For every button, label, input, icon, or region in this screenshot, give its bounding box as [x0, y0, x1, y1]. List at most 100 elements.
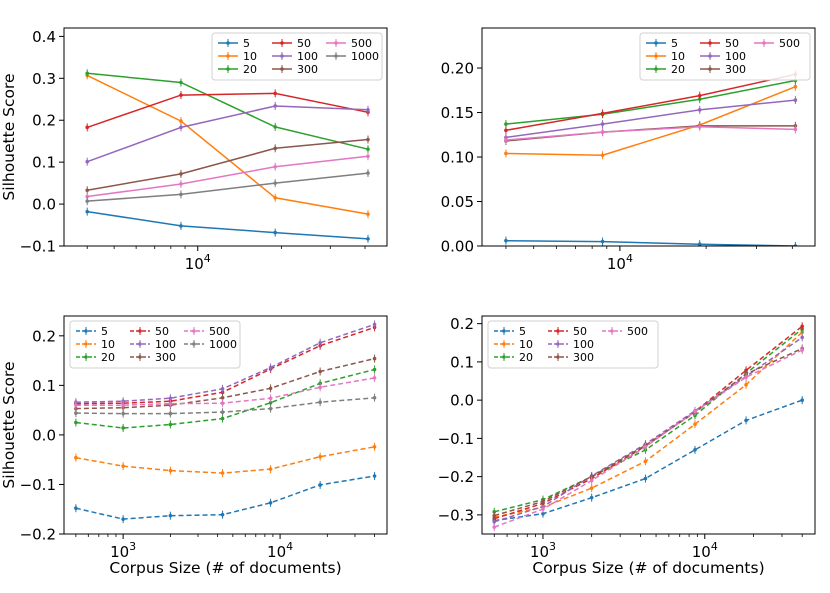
legend-entry-100: 100: [548, 338, 594, 351]
data-point: [793, 127, 798, 132]
legend-entry-300: 300: [272, 63, 318, 76]
data-point: [504, 238, 508, 243]
legend-label: 10: [101, 338, 115, 351]
x-axis-label: Corpus Size (# of documents): [532, 559, 764, 577]
legend-swatch-dot: [280, 54, 284, 58]
legend-swatch-dot: [226, 54, 230, 58]
data-point: [74, 420, 78, 425]
data-point: [220, 512, 225, 517]
legend-entry-5: 5: [76, 325, 108, 338]
legend-entry-50: 50: [130, 325, 169, 338]
data-point: [121, 403, 125, 407]
data-point: [168, 401, 173, 406]
legend-entry-5: 5: [218, 37, 250, 50]
data-point: [504, 128, 508, 133]
data-point: [693, 422, 697, 427]
data-point: [179, 119, 183, 123]
data-point: [800, 348, 804, 352]
legend-swatch-dot: [138, 355, 142, 359]
legend-swatch-dot: [654, 54, 658, 58]
y-tick-label: 0.2: [450, 315, 474, 333]
legend-label: 50: [725, 37, 739, 50]
legend-entry-50: 50: [700, 37, 739, 50]
y-tick-label: 0.4: [32, 28, 56, 46]
legend-label: 5: [519, 325, 526, 338]
legend-box: [487, 320, 659, 369]
x-tick-label: 103: [530, 540, 556, 561]
data-point: [220, 416, 225, 421]
y-axis-label: Silhouette Score: [0, 73, 18, 200]
legend-label: 1000: [209, 338, 237, 351]
data-point: [121, 411, 125, 416]
legend-label: 10: [519, 338, 533, 351]
data-point: [121, 517, 125, 521]
legend-swatch-dot: [138, 329, 142, 333]
data-point: [85, 209, 90, 214]
data-point: [273, 91, 277, 96]
data-point: [541, 511, 545, 516]
legend-swatch-dot: [708, 67, 712, 71]
data-point: [589, 486, 594, 490]
y-tick-label: −0.2: [20, 526, 56, 544]
y-tick-label: 0.00: [441, 238, 474, 256]
y-tick-label: −0.1: [20, 238, 56, 256]
data-point: [800, 335, 804, 340]
y-tick-label: 0.20: [441, 60, 474, 78]
data-point: [504, 138, 508, 142]
series-group: [85, 69, 370, 243]
legend-label: 10: [243, 50, 257, 63]
data-point: [504, 122, 508, 126]
legend-entry-1000: 1000: [326, 50, 379, 63]
x-tick-label: 104: [267, 540, 293, 561]
data-point: [697, 124, 702, 129]
data-point: [372, 322, 377, 327]
legend-entry-5: 5: [646, 37, 678, 50]
legend-label: 50: [155, 325, 169, 338]
data-point: [589, 495, 594, 500]
series-line-10: [75, 446, 375, 474]
data-point: [268, 386, 273, 391]
x-tick-label: 104: [607, 252, 633, 273]
data-point: [85, 199, 90, 203]
data-point: [366, 212, 370, 216]
y-tick-label: 0.2: [32, 112, 56, 130]
legend-entry-500: 500: [602, 325, 648, 338]
legend-swatch-dot: [502, 355, 506, 359]
legend-swatch-dot: [84, 355, 88, 359]
legend-label: 5: [101, 325, 108, 338]
legend-entry-5: 5: [494, 325, 526, 338]
data-point: [541, 507, 545, 511]
data-point: [600, 130, 605, 134]
legend-swatch-dot: [280, 41, 284, 45]
y-tick-label: 0.0: [32, 196, 56, 214]
legend-box: [69, 320, 241, 369]
axes-frame: [63, 315, 388, 535]
data-point: [366, 237, 370, 241]
data-point: [179, 93, 183, 97]
legend-label: 20: [243, 63, 257, 76]
axes-frame: [481, 27, 816, 247]
legend-label: 500: [627, 325, 648, 338]
legend-label: 300: [725, 63, 746, 76]
legend-swatch-dot: [226, 41, 230, 45]
legend-entry-10: 10: [76, 338, 115, 351]
data-point: [74, 403, 78, 407]
data-point: [273, 164, 277, 169]
data-point: [74, 411, 78, 415]
legend-label: 100: [573, 338, 594, 351]
legend-swatch-dot: [192, 329, 196, 333]
data-point: [168, 468, 173, 473]
legend-label: 20: [671, 63, 685, 76]
legend-entry-10: 10: [646, 50, 685, 63]
y-tick-label: 0.0: [32, 426, 56, 444]
data-point: [800, 324, 804, 329]
series-line-10: [86, 74, 369, 215]
x-axis-label: Corpus Size (# of documents): [109, 559, 341, 577]
data-point: [85, 125, 90, 130]
series-line-50: [86, 92, 369, 129]
series-line-5: [75, 475, 375, 520]
